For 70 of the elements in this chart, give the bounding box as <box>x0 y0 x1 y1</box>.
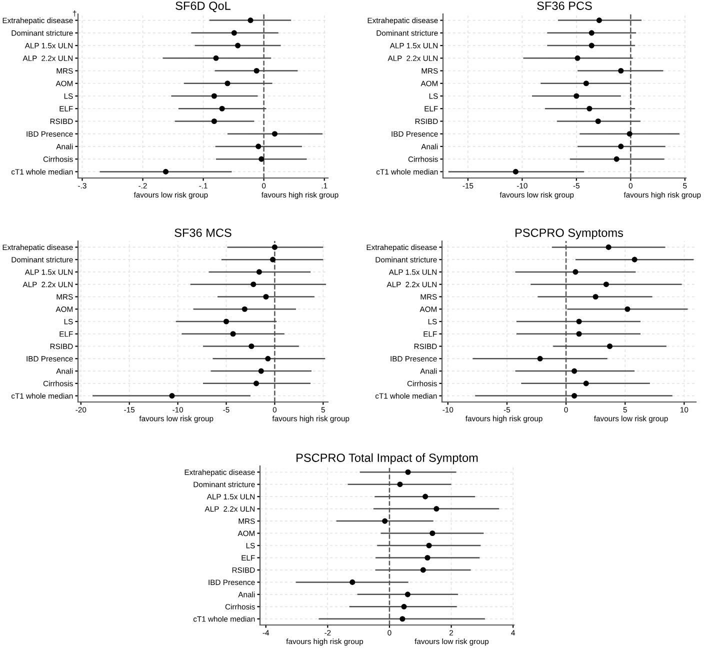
point <box>606 343 613 350</box>
point <box>430 530 436 536</box>
point <box>219 106 225 112</box>
point <box>211 118 217 124</box>
point <box>382 518 388 524</box>
point <box>400 616 406 622</box>
point <box>576 331 582 337</box>
point <box>420 567 426 573</box>
point <box>256 269 262 275</box>
point <box>572 393 578 399</box>
point <box>583 80 589 86</box>
point <box>162 168 169 174</box>
point <box>254 68 260 74</box>
chart-title: SF36 MCS <box>174 228 232 237</box>
point <box>404 592 410 598</box>
point <box>272 244 278 250</box>
point <box>624 306 630 312</box>
point <box>231 30 237 36</box>
point <box>572 368 578 374</box>
point <box>397 482 403 488</box>
point <box>258 368 264 374</box>
point <box>592 294 598 300</box>
point <box>537 356 543 362</box>
point <box>595 118 601 124</box>
point <box>434 506 440 512</box>
point <box>574 55 580 61</box>
point <box>426 542 432 548</box>
point <box>248 18 254 24</box>
point <box>576 318 582 324</box>
point <box>250 282 256 288</box>
chart-title: SF36 PCS <box>537 2 592 10</box>
point <box>618 144 624 150</box>
point <box>632 256 638 262</box>
point <box>263 294 269 300</box>
point <box>626 131 632 137</box>
point <box>405 469 411 475</box>
point <box>588 42 594 48</box>
point <box>424 554 430 561</box>
point <box>588 30 594 36</box>
point <box>211 93 217 99</box>
point <box>586 106 592 112</box>
point <box>572 269 578 275</box>
point <box>235 42 241 48</box>
point <box>223 318 230 324</box>
point <box>422 494 428 500</box>
point <box>401 604 407 610</box>
point <box>258 156 264 162</box>
point <box>614 156 620 162</box>
point <box>248 343 254 350</box>
point <box>574 93 580 99</box>
point <box>265 356 271 362</box>
point <box>606 244 612 250</box>
point <box>583 380 589 386</box>
point <box>272 131 278 137</box>
chart-title: PSCPRO Symptoms <box>516 228 624 240</box>
point <box>512 168 518 174</box>
chart-title: SF6D QoL <box>176 2 230 12</box>
point <box>224 80 230 86</box>
point <box>213 55 219 61</box>
point <box>256 144 262 150</box>
chart-title: PSCPRO Total Impact of Symptom <box>296 453 478 464</box>
point <box>270 256 276 262</box>
point <box>618 68 624 74</box>
point <box>603 282 609 288</box>
point <box>230 331 236 337</box>
point <box>242 306 248 312</box>
point <box>169 393 175 399</box>
point <box>254 380 260 386</box>
point <box>350 579 356 585</box>
point <box>596 18 602 24</box>
